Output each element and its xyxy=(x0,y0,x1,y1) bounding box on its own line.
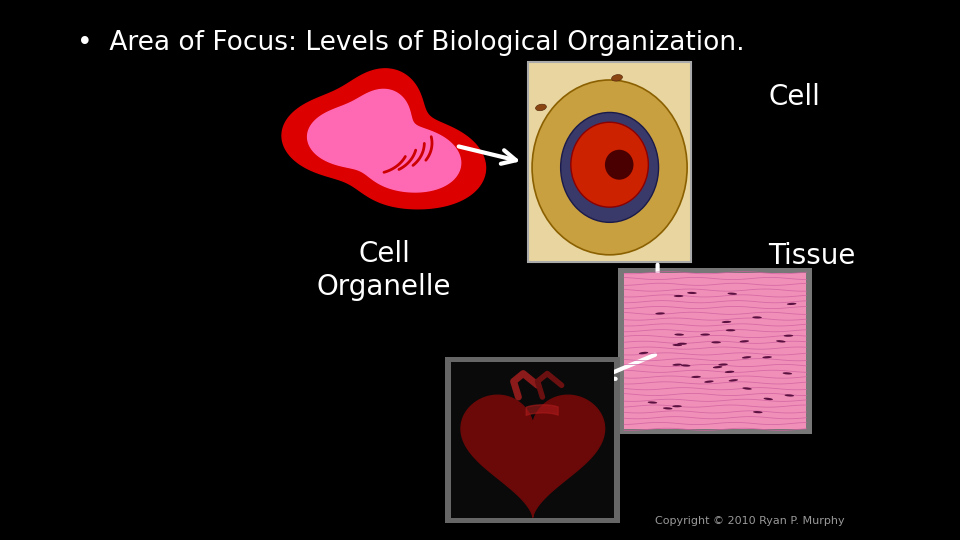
Ellipse shape xyxy=(742,387,752,390)
Ellipse shape xyxy=(672,405,682,407)
Ellipse shape xyxy=(742,356,752,359)
Ellipse shape xyxy=(571,122,648,207)
Ellipse shape xyxy=(753,411,762,413)
Ellipse shape xyxy=(726,329,735,332)
Ellipse shape xyxy=(718,363,728,366)
Text: •  Area of Focus: Levels of Biological Organization.: • Area of Focus: Levels of Biological Or… xyxy=(77,30,744,56)
Ellipse shape xyxy=(763,397,773,400)
Polygon shape xyxy=(307,90,461,192)
Ellipse shape xyxy=(713,366,722,368)
Ellipse shape xyxy=(762,356,772,359)
Ellipse shape xyxy=(691,376,701,378)
FancyBboxPatch shape xyxy=(451,362,614,518)
Ellipse shape xyxy=(753,316,762,319)
Text: Cell
Organelle: Cell Organelle xyxy=(317,240,451,301)
Ellipse shape xyxy=(656,312,665,315)
Polygon shape xyxy=(282,69,486,209)
Text: Tissue: Tissue xyxy=(768,242,855,271)
Ellipse shape xyxy=(725,371,734,373)
Ellipse shape xyxy=(681,364,690,367)
Ellipse shape xyxy=(729,379,738,382)
Ellipse shape xyxy=(532,80,687,255)
Ellipse shape xyxy=(728,293,737,295)
Ellipse shape xyxy=(648,401,658,403)
Ellipse shape xyxy=(672,363,682,366)
Polygon shape xyxy=(461,395,605,517)
Ellipse shape xyxy=(675,334,684,336)
FancyBboxPatch shape xyxy=(618,268,812,434)
FancyBboxPatch shape xyxy=(624,273,806,429)
FancyBboxPatch shape xyxy=(528,62,691,262)
Ellipse shape xyxy=(687,292,697,294)
Ellipse shape xyxy=(784,394,794,396)
Ellipse shape xyxy=(739,340,749,342)
Ellipse shape xyxy=(673,344,683,346)
Ellipse shape xyxy=(782,372,792,375)
Ellipse shape xyxy=(678,343,687,345)
FancyBboxPatch shape xyxy=(445,357,620,523)
Ellipse shape xyxy=(783,335,793,337)
Ellipse shape xyxy=(663,407,672,409)
Ellipse shape xyxy=(776,340,785,342)
Ellipse shape xyxy=(705,381,713,383)
Ellipse shape xyxy=(605,150,634,180)
Ellipse shape xyxy=(711,341,721,343)
Ellipse shape xyxy=(787,303,797,305)
Ellipse shape xyxy=(612,75,622,81)
Ellipse shape xyxy=(536,104,546,111)
Ellipse shape xyxy=(674,295,684,297)
Ellipse shape xyxy=(561,112,659,222)
Text: Copyright © 2010 Ryan P. Murphy: Copyright © 2010 Ryan P. Murphy xyxy=(655,516,845,526)
Text: Cell: Cell xyxy=(768,83,820,111)
Ellipse shape xyxy=(638,352,648,354)
Ellipse shape xyxy=(722,321,732,323)
Ellipse shape xyxy=(701,334,710,336)
